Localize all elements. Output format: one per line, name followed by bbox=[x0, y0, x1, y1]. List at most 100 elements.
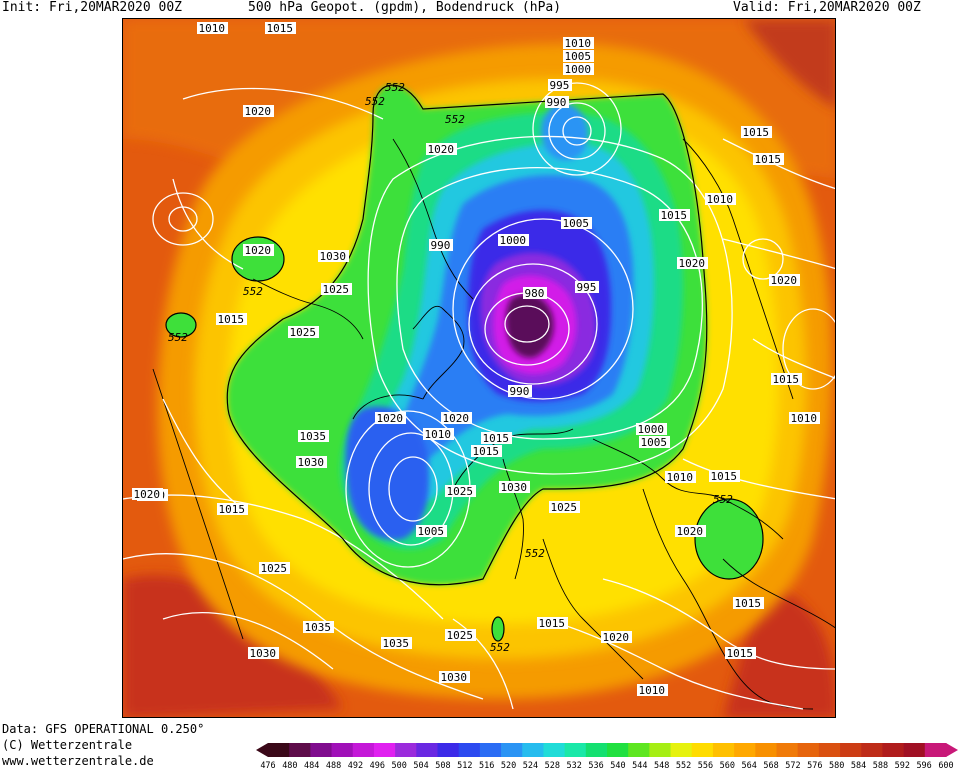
colorbar-label: 596 bbox=[916, 761, 931, 769]
pressure-label-text: 1010 bbox=[667, 471, 694, 484]
pressure-label-text: 1020 bbox=[603, 631, 630, 644]
pressure-label-box bbox=[445, 629, 476, 641]
geopotential-fill bbox=[123, 19, 835, 717]
colorbar-label: 560 bbox=[720, 761, 735, 769]
pressure-label: 1015 bbox=[537, 617, 568, 630]
pressure-label-text: 1030 bbox=[298, 456, 325, 469]
pressure-label-text: 1000 bbox=[638, 423, 665, 436]
pressure-label-box bbox=[248, 647, 279, 659]
pressure-label-text: 1025 bbox=[323, 283, 350, 296]
colorbar-label: 544 bbox=[632, 761, 647, 769]
pressure-label-text: 1005 bbox=[565, 50, 592, 63]
pressure-label-box bbox=[132, 488, 163, 500]
pressure-label: 1020 bbox=[675, 525, 706, 538]
pressure-label-box bbox=[563, 63, 594, 75]
colorbar-label: 496 bbox=[370, 761, 385, 769]
pressure-label-text: 1020 bbox=[134, 488, 161, 501]
pressure-label: 1010 bbox=[665, 471, 696, 484]
pressure-label-box bbox=[318, 250, 349, 262]
pressure-label: 1020 bbox=[426, 143, 457, 156]
pressure-label: 1025 bbox=[549, 501, 580, 514]
pressure-label: 1030 bbox=[248, 647, 279, 660]
colorbar-label: 540 bbox=[610, 761, 625, 769]
colorbar-label: 500 bbox=[392, 761, 407, 769]
colorbar-swatch bbox=[712, 743, 735, 757]
pressure-label-box bbox=[549, 501, 580, 513]
colorbar-label: 592 bbox=[895, 761, 910, 769]
copyright-label: (C) Wetterzentrale bbox=[2, 738, 133, 752]
pressure-label-box bbox=[499, 481, 530, 493]
pressure-label-box bbox=[296, 456, 327, 468]
colorbar-label: 516 bbox=[479, 761, 494, 769]
pressure-label-box bbox=[426, 143, 457, 155]
pressure-label-box bbox=[636, 423, 667, 435]
pressure-label-box bbox=[563, 37, 594, 49]
colorbar-arrow-left bbox=[256, 743, 268, 757]
pressure-label-box bbox=[677, 257, 708, 269]
pressure-label: 1015 bbox=[733, 597, 764, 610]
pressure-label: 1025 bbox=[259, 562, 290, 575]
pressure-label: 1020 bbox=[132, 488, 163, 501]
pressure-label-box bbox=[637, 684, 668, 696]
colorbar-swatch bbox=[818, 743, 841, 757]
pressure-label-box bbox=[481, 432, 512, 444]
colorbar-label: 564 bbox=[741, 761, 756, 769]
colorbar-label: 524 bbox=[523, 761, 538, 769]
pressure-label-text: 1000 bbox=[565, 63, 592, 76]
height-labels: 552 552 552 552 552 552 552 552 bbox=[168, 81, 733, 654]
pressure-label-text: 1010 bbox=[639, 684, 666, 697]
colorbar-swatch bbox=[310, 743, 333, 757]
pressure-label-box bbox=[423, 428, 454, 440]
colorbar-swatch bbox=[373, 743, 396, 757]
colorbar-swatch bbox=[755, 743, 777, 757]
colorbar-swatch bbox=[522, 743, 544, 757]
pressure-label-box bbox=[471, 445, 502, 457]
pressure-label: 1010 bbox=[197, 22, 228, 35]
pressure-label-text: 1015 bbox=[539, 617, 566, 630]
pressure-label-text: 1010 bbox=[791, 412, 818, 425]
colorbar-swatch bbox=[331, 743, 354, 757]
pressure-label-text: 1010 bbox=[425, 428, 452, 441]
pressure-label-text: 990 bbox=[510, 385, 530, 398]
colorbar-swatch bbox=[861, 743, 883, 757]
pressure-label-box bbox=[441, 412, 472, 424]
pressure-label: 995 bbox=[575, 281, 599, 294]
pressure-label: 1005 bbox=[563, 50, 594, 63]
pressure-label-box bbox=[265, 22, 296, 34]
pressure-label-box bbox=[439, 671, 470, 683]
colorbar-label: 480 bbox=[282, 761, 297, 769]
pressure-label: 1000 bbox=[563, 63, 594, 76]
pressure-label: 1015 bbox=[471, 445, 502, 458]
init-time-label: Init: Fri,20MAR2020 00Z bbox=[2, 0, 183, 15]
colorbar-swatch bbox=[585, 743, 608, 757]
colorbar-swatch bbox=[776, 743, 799, 757]
colorbar-swatch bbox=[564, 743, 587, 757]
pressure-label: 1035 bbox=[298, 430, 329, 443]
pressure-label-text: 1020 bbox=[245, 105, 272, 118]
height-label: 552 bbox=[445, 113, 465, 126]
pressure-label-text: 1020 bbox=[771, 274, 798, 287]
colorbar-label: 488 bbox=[326, 761, 341, 769]
colorbar-swatch bbox=[458, 743, 481, 757]
pressure-labels: 1010 101510101005100099599010201015102010… bbox=[132, 22, 820, 697]
pressure-label: 990 bbox=[508, 385, 532, 398]
colorbar-swatch bbox=[437, 743, 460, 757]
colorbar-label: 588 bbox=[873, 761, 888, 769]
colorbar-swatch bbox=[691, 743, 714, 757]
colorbar-label: 532 bbox=[567, 761, 582, 769]
pressure-label-text: 1020 bbox=[377, 412, 404, 425]
pressure-label-box bbox=[321, 283, 352, 295]
colorbar-swatch bbox=[607, 743, 629, 757]
pressure-label-box bbox=[665, 471, 696, 483]
colorbar: 476 480 484 488 492 496 500 504 508 512 516 520 524 5… bbox=[256, 743, 958, 769]
colorbar-swatch bbox=[734, 743, 756, 757]
pressure-label-box bbox=[741, 126, 772, 138]
pressure-label-text: 1015 bbox=[743, 126, 770, 139]
pressure-label-box bbox=[575, 281, 599, 293]
pressure-label-box bbox=[445, 485, 476, 497]
pressure-label: 1015 bbox=[216, 313, 247, 326]
pressure-label-text: 1020 bbox=[428, 143, 455, 156]
pressure-label: 980 bbox=[523, 287, 547, 300]
pressure-label-text: 1015 bbox=[267, 22, 294, 35]
pressure-label: 1005 bbox=[416, 525, 447, 538]
